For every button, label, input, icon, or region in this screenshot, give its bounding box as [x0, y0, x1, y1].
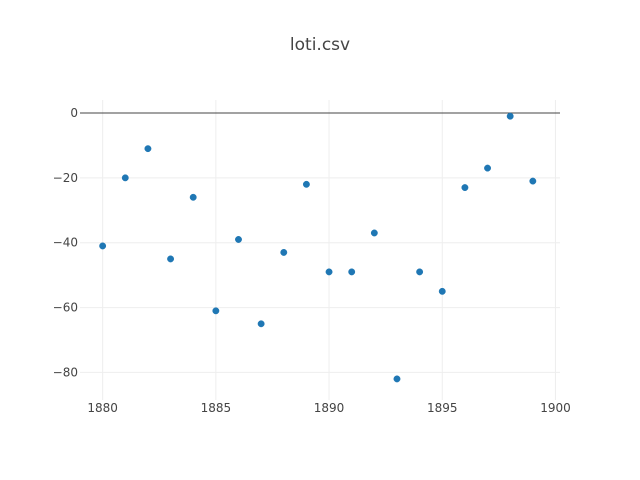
tick-label-layer: 1880 1885 1890 1895 1900 0 −20 −40 −60 −80 [53, 106, 571, 415]
data-point[interactable] [506, 112, 514, 120]
data-point[interactable] [461, 184, 469, 192]
data-point[interactable] [212, 307, 220, 315]
data-point[interactable] [370, 229, 378, 237]
x-tick-label: 1885 [201, 401, 232, 415]
data-point[interactable] [393, 375, 401, 383]
data-point[interactable] [416, 268, 424, 276]
y-tick-label: −20 [53, 171, 78, 185]
data-point[interactable] [348, 268, 356, 276]
data-point[interactable] [121, 174, 129, 182]
data-point-layer [99, 112, 537, 383]
y-tick-label: 0 [70, 106, 78, 120]
y-tick-label: −80 [53, 365, 78, 379]
data-point[interactable] [484, 164, 491, 172]
data-point[interactable] [438, 287, 446, 295]
data-point[interactable] [99, 242, 107, 250]
x-tick-label: 1895 [427, 401, 458, 415]
data-point[interactable] [325, 268, 333, 276]
data-point[interactable] [302, 180, 310, 188]
data-point[interactable] [235, 236, 242, 243]
y-tick-label: −40 [53, 236, 78, 250]
x-tick-label: 1890 [314, 401, 345, 415]
data-point[interactable] [257, 320, 265, 328]
y-tick-label: −60 [53, 301, 78, 315]
grid-layer [80, 100, 560, 400]
data-point[interactable] [280, 248, 288, 256]
data-point[interactable] [144, 145, 152, 153]
data-point[interactable] [189, 193, 197, 201]
data-point[interactable] [167, 255, 175, 263]
chart-title: loti.csv [290, 35, 350, 55]
x-tick-label: 1880 [87, 401, 118, 415]
x-tick-label: 1900 [540, 401, 571, 415]
data-point[interactable] [529, 177, 537, 185]
